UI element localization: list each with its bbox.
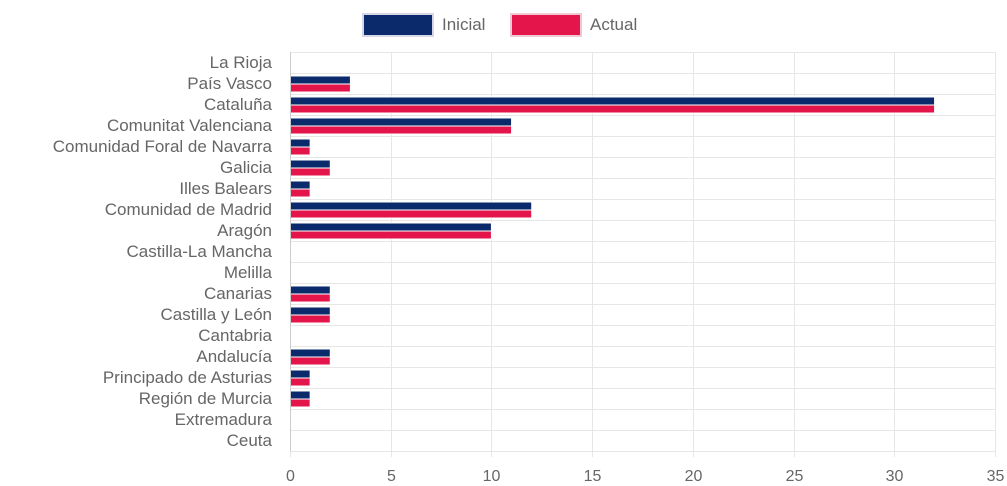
category-label-galicia: Galicia (220, 158, 273, 177)
bar-inicial-pais-vasco[interactable] (289, 75, 351, 85)
bar-actual-aragon[interactable] (289, 230, 492, 240)
category-label-pais-vasco: País Vasco (187, 74, 272, 93)
category-label-la-rioja: La Rioja (210, 53, 273, 72)
legend-item-actual[interactable]: Actual (510, 13, 637, 37)
category-label-andalucia: Andalucía (196, 347, 272, 366)
x-tick-label: 10 (483, 468, 501, 485)
category-label-comunidad-de-madrid: Comunidad de Madrid (105, 200, 272, 219)
category-label-principado-de-asturias: Principado de Asturias (103, 368, 272, 387)
bar-actual-castilla-y-leon[interactable] (289, 314, 331, 324)
category-label-aragon: Aragón (217, 221, 272, 240)
legend-label-inicial: Inicial (442, 15, 485, 34)
bar-inicial-cataluna[interactable] (289, 96, 936, 106)
bar-inicial-canarias[interactable] (289, 285, 331, 295)
bar-actual-comunitat-valenciana[interactable] (289, 125, 513, 135)
bar-inicial-illes-balears[interactable] (289, 180, 311, 190)
bar-inicial-comunitat-valenciana[interactable] (289, 117, 513, 127)
category-label-castilla-y-leon: Castilla y León (160, 305, 272, 324)
legend-swatch-actual (510, 13, 582, 37)
bar-actual-principado-de-asturias[interactable] (289, 377, 311, 387)
category-label-castilla-la-mancha: Castilla-La Mancha (126, 242, 272, 261)
bar-inicial-region-de-murcia[interactable] (289, 390, 311, 400)
category-label-cataluna: Cataluña (204, 95, 273, 114)
bar-inicial-andalucia[interactable] (289, 348, 331, 358)
bar-inicial-castilla-y-leon[interactable] (289, 306, 331, 316)
x-tick-label: 0 (286, 468, 295, 485)
category-label-illes-balears: Illes Balears (179, 179, 272, 198)
bar-actual-comunidad-foral-de-navarra[interactable] (289, 146, 311, 156)
legend-swatch-inicial (362, 13, 434, 37)
bar-actual-canarias[interactable] (289, 293, 331, 303)
category-label-extremadura: Extremadura (175, 410, 273, 429)
category-label-melilla: Melilla (224, 263, 273, 282)
x-axis: 0 5 10 15 20 25 30 35 (286, 468, 1004, 485)
y-axis: La Rioja País Vasco Cataluña Comunitat Vale… (53, 52, 291, 451)
bar-actual-pais-vasco[interactable] (289, 83, 351, 93)
x-tick-label: 5 (387, 468, 396, 485)
legend: Inicial Actual (362, 13, 637, 37)
bar-actual-region-de-murcia[interactable] (289, 398, 311, 408)
bars (289, 75, 936, 408)
category-label-cantabria: Cantabria (198, 326, 272, 345)
legend-item-inicial[interactable]: Inicial (362, 13, 485, 37)
bar-inicial-aragon[interactable] (289, 222, 492, 232)
bar-inicial-galicia[interactable] (289, 159, 331, 169)
bar-actual-comunidad-de-madrid[interactable] (289, 209, 533, 219)
x-tick-label: 20 (685, 468, 703, 485)
x-tick-label: 35 (987, 468, 1005, 485)
bar-inicial-comunidad-de-madrid[interactable] (289, 201, 533, 211)
bar-actual-andalucia[interactable] (289, 356, 331, 366)
bar-actual-illes-balears[interactable] (289, 188, 311, 198)
category-label-comunitat-valenciana: Comunitat Valenciana (107, 116, 273, 135)
bar-actual-galicia[interactable] (289, 167, 331, 177)
category-label-comunidad-foral-de-navarra: Comunidad Foral de Navarra (53, 137, 273, 156)
bar-inicial-principado-de-asturias[interactable] (289, 369, 311, 379)
bar-actual-cataluna[interactable] (289, 104, 936, 114)
bar-inicial-comunidad-foral-de-navarra[interactable] (289, 138, 311, 148)
x-tick-label: 30 (886, 468, 904, 485)
gridlines (290, 52, 996, 457)
legend-label-actual: Actual (590, 15, 637, 34)
category-label-region-de-murcia: Región de Murcia (139, 389, 273, 408)
x-tick-label: 15 (584, 468, 602, 485)
category-label-ceuta: Ceuta (227, 431, 273, 450)
x-tick-label: 25 (786, 468, 804, 485)
category-label-canarias: Canarias (204, 284, 272, 303)
